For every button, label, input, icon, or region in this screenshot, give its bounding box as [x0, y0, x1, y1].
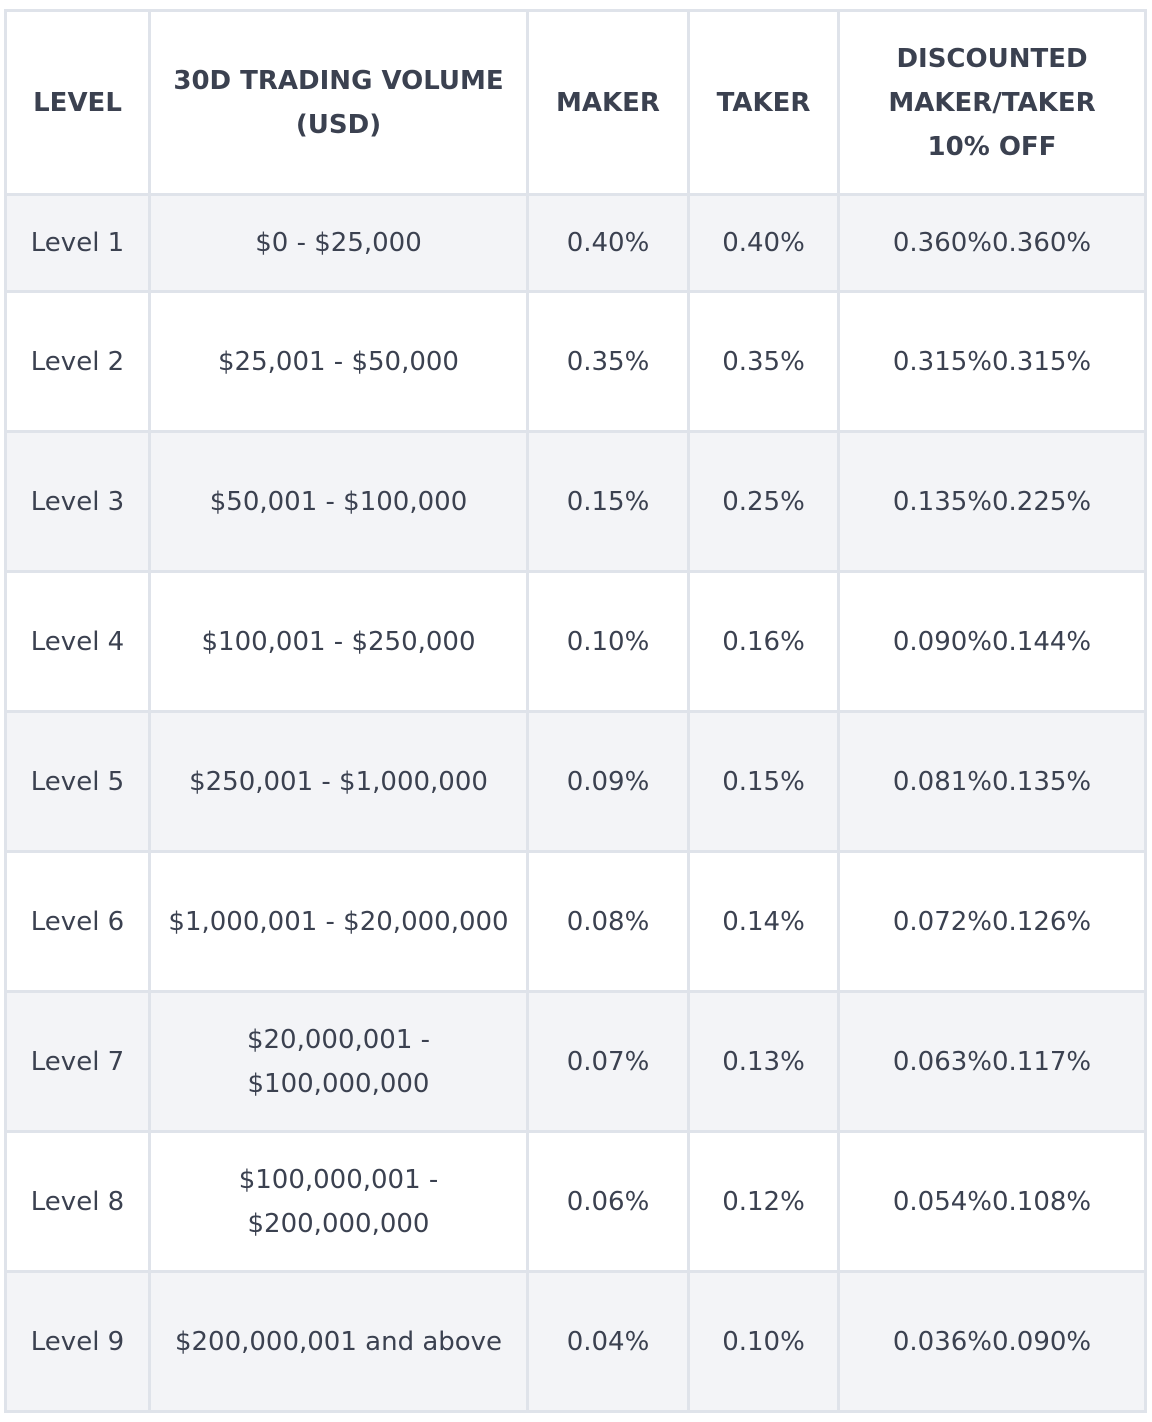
- cell-taker: 0.10%: [687, 1270, 840, 1413]
- cell-level: Level 1: [4, 193, 151, 293]
- cell-taker: 0.14%: [687, 850, 840, 993]
- cell-taker: 0.35%: [687, 290, 840, 433]
- cell-discounted: 0.072%0.126%: [837, 850, 1147, 993]
- cell-volume: $50,001 - $100,000: [148, 430, 529, 573]
- cell-volume: $250,001 - $1,000,000: [148, 710, 529, 853]
- cell-maker: 0.06%: [526, 1130, 690, 1273]
- cell-maker: 0.08%: [526, 850, 690, 993]
- table-row: Level 6 $1,000,001 - $20,000,000 0.08% 0…: [4, 850, 1147, 993]
- table-row: Level 9 $200,000,001 and above 0.04% 0.1…: [4, 1270, 1147, 1413]
- cell-volume: $1,000,001 - $20,000,000: [148, 850, 529, 993]
- cell-level: Level 8: [4, 1130, 151, 1273]
- cell-maker: 0.40%: [526, 193, 690, 293]
- cell-level: Level 3: [4, 430, 151, 573]
- cell-taker: 0.16%: [687, 570, 840, 713]
- header-discounted: DISCOUNTED MAKER/TAKER 10% OFF: [837, 9, 1147, 196]
- header-taker: TAKER: [687, 9, 840, 196]
- cell-maker: 0.07%: [526, 990, 690, 1133]
- cell-discounted: 0.063%0.117%: [837, 990, 1147, 1133]
- cell-maker: 0.04%: [526, 1270, 690, 1413]
- cell-level: Level 6: [4, 850, 151, 993]
- table-row: Level 2 $25,001 - $50,000 0.35% 0.35% 0.…: [4, 290, 1147, 433]
- table-row: Level 3 $50,001 - $100,000 0.15% 0.25% 0…: [4, 430, 1147, 573]
- cell-discounted: 0.081%0.135%: [837, 710, 1147, 853]
- cell-taker: 0.40%: [687, 193, 840, 293]
- cell-discounted: 0.360%0.360%: [837, 193, 1147, 293]
- cell-taker: 0.15%: [687, 710, 840, 853]
- cell-maker: 0.09%: [526, 710, 690, 853]
- cell-volume: $0 - $25,000: [148, 193, 529, 293]
- cell-level: Level 2: [4, 290, 151, 433]
- cell-discounted: 0.054%0.108%: [837, 1130, 1147, 1273]
- cell-level: Level 5: [4, 710, 151, 853]
- cell-volume: $100,000,001 - $200,000,000: [148, 1130, 529, 1273]
- header-level: LEVEL: [4, 9, 151, 196]
- cell-maker: 0.35%: [526, 290, 690, 433]
- table-row: Level 4 $100,001 - $250,000 0.10% 0.16% …: [4, 570, 1147, 713]
- cell-level: Level 9: [4, 1270, 151, 1413]
- cell-taker: 0.12%: [687, 1130, 840, 1273]
- table-row: Level 1 $0 - $25,000 0.40% 0.40% 0.360%0…: [4, 193, 1147, 293]
- cell-volume: $25,001 - $50,000: [148, 290, 529, 433]
- cell-maker: 0.10%: [526, 570, 690, 713]
- table-row: Level 8 $100,000,001 - $200,000,000 0.06…: [4, 1130, 1147, 1273]
- cell-volume: $20,000,001 - $100,000,000: [148, 990, 529, 1133]
- table-row: Level 7 $20,000,001 - $100,000,000 0.07%…: [4, 990, 1147, 1133]
- cell-volume: $200,000,001 and above: [148, 1270, 529, 1413]
- table-row: Level 5 $250,001 - $1,000,000 0.09% 0.15…: [4, 710, 1147, 853]
- cell-level: Level 4: [4, 570, 151, 713]
- fee-table-container: LEVEL 30D TRADING VOLUME (USD) MAKER TAK…: [4, 9, 1147, 1413]
- cell-discounted: 0.090%0.144%: [837, 570, 1147, 713]
- cell-level: Level 7: [4, 990, 151, 1133]
- cell-discounted: 0.036%0.090%: [837, 1270, 1147, 1413]
- header-maker: MAKER: [526, 9, 690, 196]
- cell-volume: $100,001 - $250,000: [148, 570, 529, 713]
- table-header-row: LEVEL 30D TRADING VOLUME (USD) MAKER TAK…: [4, 9, 1147, 196]
- cell-taker: 0.25%: [687, 430, 840, 573]
- cell-maker: 0.15%: [526, 430, 690, 573]
- cell-taker: 0.13%: [687, 990, 840, 1133]
- header-trading-volume: 30D TRADING VOLUME (USD): [148, 9, 529, 196]
- fee-table: LEVEL 30D TRADING VOLUME (USD) MAKER TAK…: [4, 9, 1147, 1413]
- cell-discounted: 0.315%0.315%: [837, 290, 1147, 433]
- cell-discounted: 0.135%0.225%: [837, 430, 1147, 573]
